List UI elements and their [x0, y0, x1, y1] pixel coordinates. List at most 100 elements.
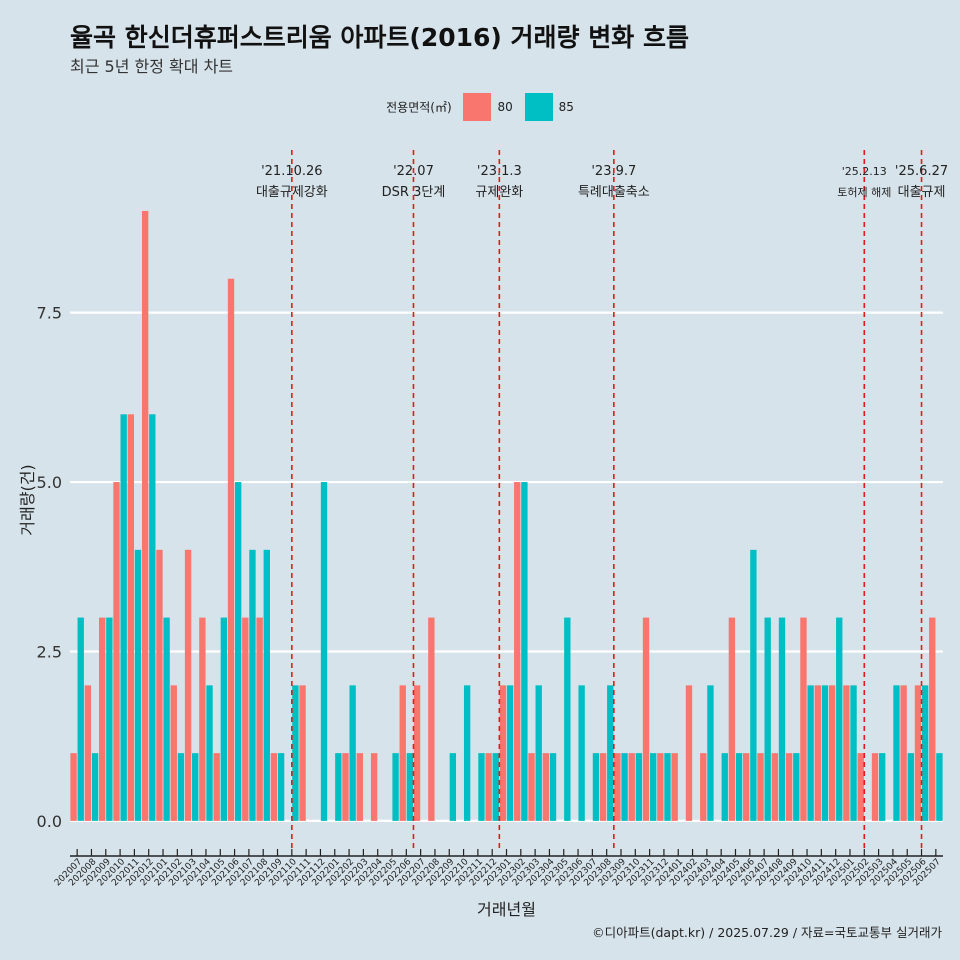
bar-85-202307 [592, 753, 600, 821]
bar-85-202212 [492, 753, 499, 821]
bar-80-202503 [871, 753, 879, 821]
bar-80-202111 [299, 685, 306, 821]
bar-80-202204 [370, 753, 378, 821]
bar-85-202507 [936, 753, 943, 821]
bar-80-202303 [528, 753, 535, 821]
bar-85-202012 [149, 414, 156, 821]
bar-85-202201 [335, 753, 342, 821]
bar-85-202505 [907, 753, 914, 821]
bar-80-202109 [270, 753, 278, 821]
y-tick-label: 0.0 [37, 812, 62, 831]
event-label: 규제완화 [475, 185, 523, 200]
bar-85-202409 [793, 753, 800, 821]
bar-80-202403 [700, 753, 707, 821]
bar-85-202406 [750, 549, 757, 821]
bar-85-202209 [449, 753, 457, 821]
bar-80-202409 [785, 753, 793, 821]
y-axis-title: 거래량(건) [18, 464, 37, 535]
legend-item-85: 85 [517, 93, 574, 121]
bar-80-202104 [199, 617, 206, 821]
bar-80-202010 [113, 482, 120, 821]
chart-title: 율곡 한신더휴퍼스트리움 아파트(2016) 거래량 변화 흐름 [70, 23, 689, 52]
bar-80-202101 [156, 549, 163, 821]
bar-85-202311 [650, 753, 657, 821]
event-date: '25.2.13 [842, 165, 887, 178]
bar-85-202108 [263, 549, 270, 821]
event-date: '25.6.27 [895, 164, 948, 179]
bar-85-202411 [821, 685, 829, 821]
bar-80-202207 [413, 685, 421, 821]
bar-80-202405 [728, 617, 736, 821]
event-label: 대출규제 [898, 185, 946, 200]
event-date: '23.9.7 [591, 164, 636, 179]
bar-85-202404 [721, 753, 728, 821]
bar-80-202506 [914, 685, 922, 821]
legend-swatch-85 [524, 93, 553, 121]
legend-title: 전용면적(㎡) [386, 100, 452, 115]
bar-80-202302 [514, 482, 521, 821]
event-date: '21.10.26 [261, 164, 322, 179]
bar-80-202106 [227, 278, 235, 821]
bar-80-202105 [213, 753, 220, 821]
bar-85-202506 [921, 685, 929, 821]
bar-80-202203 [356, 753, 363, 821]
bar-85-202010 [120, 414, 127, 821]
bar-85-202104 [206, 685, 213, 821]
bar-85-202302 [521, 482, 528, 821]
bar-85-202501 [850, 685, 857, 821]
bar-80-202402 [685, 685, 693, 821]
bar-85-202103 [192, 753, 199, 821]
bar-80-202501 [843, 685, 850, 821]
bar-85-202211 [478, 753, 485, 821]
legend-item-80: 80 [455, 93, 513, 121]
bar-80-202102 [170, 685, 177, 821]
bar-80-202012 [141, 210, 149, 821]
bar-80-202410 [800, 617, 807, 821]
bar-80-202412 [828, 685, 836, 821]
chart-subtitle: 최근 5년 한정 확대 차트 [70, 57, 234, 76]
y-tick-label: 5.0 [37, 473, 62, 492]
bar-80-202011 [127, 414, 135, 821]
bar-85-202410 [807, 685, 814, 821]
bar-80-202310 [628, 753, 635, 821]
bar-80-202301 [499, 685, 507, 821]
bar-85-202109 [277, 753, 285, 821]
bar-80-202308 [599, 753, 607, 821]
y-tick-label: 2.5 [37, 642, 62, 661]
bar-85-202110 [292, 685, 299, 821]
bar-85-202011 [134, 549, 142, 821]
y-tick-label: 7.5 [37, 304, 62, 323]
bar-80-202309 [614, 753, 621, 821]
bar-80-202108 [256, 617, 263, 821]
legend-swatch-80 [463, 93, 492, 121]
event-label: 대출규제강화 [256, 185, 328, 200]
bar-80-202107 [242, 617, 249, 821]
legend: 전용면적(㎡) 80 85 [0, 93, 960, 121]
bar-85-202301 [506, 685, 514, 821]
bar-85-202305 [564, 617, 571, 821]
legend-label-85: 85 [558, 100, 574, 114]
bar-80-202411 [814, 685, 821, 821]
bar-85-202308 [607, 685, 614, 821]
event-label: 특례대출축소 [578, 185, 650, 200]
bar-85-202008 [91, 753, 99, 821]
event-date: '23.1.3 [477, 164, 522, 179]
bar-80-202103 [184, 549, 192, 821]
bar-85-202205 [392, 753, 399, 821]
bar-80-202505 [900, 685, 907, 821]
bar-85-202403 [707, 685, 714, 821]
bar-85-202405 [735, 753, 743, 821]
x-axis-title: 거래년월 [477, 900, 536, 919]
bar-80-202304 [542, 753, 550, 821]
bar-80-202502 [857, 753, 864, 821]
bar-85-202009 [106, 617, 113, 821]
bar-85-202007 [77, 617, 84, 821]
bar-80-202212 [485, 753, 492, 821]
bar-80-202312 [657, 753, 664, 821]
source-caption: ©디아파트(dapt.kr) / 2025.07.29 / 자료=국토교통부 실… [592, 925, 942, 940]
event-date: '22.07 [393, 164, 434, 179]
bar-85-202407 [764, 617, 771, 821]
bar-85-202304 [549, 753, 557, 821]
bar-85-202310 [635, 753, 643, 821]
